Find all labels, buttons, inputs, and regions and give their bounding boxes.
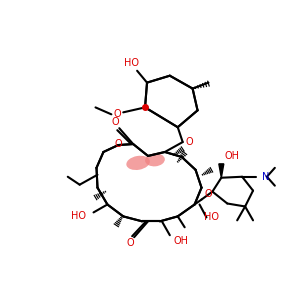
Text: O: O — [112, 117, 119, 127]
Text: HO: HO — [124, 58, 139, 68]
Text: OH: OH — [224, 151, 239, 161]
Text: O: O — [205, 189, 212, 199]
Polygon shape — [219, 164, 224, 178]
Text: O: O — [115, 139, 122, 149]
Text: O: O — [126, 238, 134, 248]
Text: OH: OH — [174, 236, 189, 246]
Text: O: O — [113, 109, 121, 119]
Ellipse shape — [126, 156, 150, 170]
Text: HO: HO — [204, 212, 219, 222]
Text: HO: HO — [70, 212, 86, 221]
Text: N: N — [262, 172, 269, 182]
Text: O: O — [186, 137, 193, 147]
Ellipse shape — [145, 153, 165, 167]
